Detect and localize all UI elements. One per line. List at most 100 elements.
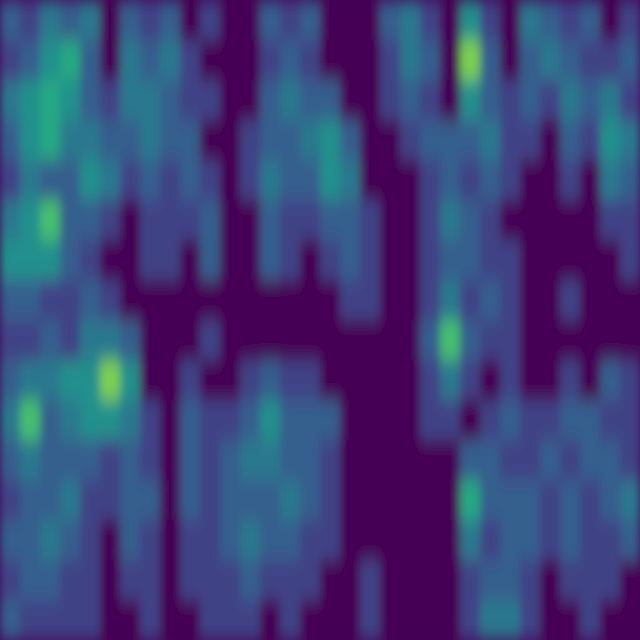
cell — [620, 360, 640, 401]
cell — [340, 200, 361, 241]
cell — [540, 560, 561, 601]
cell — [100, 200, 121, 241]
cell — [260, 40, 281, 81]
cell — [20, 40, 41, 81]
cell — [0, 600, 21, 640]
cell — [480, 160, 501, 201]
cell — [120, 440, 141, 481]
cell — [520, 200, 541, 241]
cell — [620, 240, 640, 281]
cell — [400, 80, 421, 121]
cell — [140, 360, 161, 401]
cell — [360, 0, 381, 41]
cell — [560, 400, 581, 441]
cell — [360, 400, 381, 441]
cell — [540, 520, 561, 561]
cell — [120, 560, 141, 601]
cell — [140, 480, 161, 521]
cell — [40, 560, 61, 601]
cell — [440, 440, 461, 481]
cell — [140, 80, 161, 121]
cell — [240, 320, 261, 361]
cell — [560, 80, 581, 121]
cell — [180, 520, 201, 561]
cell — [280, 440, 301, 481]
cell — [40, 120, 61, 161]
cell — [260, 600, 281, 640]
cell — [160, 280, 181, 321]
cell — [260, 480, 281, 521]
cell — [360, 80, 381, 121]
cell — [360, 280, 381, 321]
cell — [460, 200, 481, 241]
cell — [380, 120, 401, 161]
cell — [560, 560, 581, 601]
cell — [80, 320, 101, 361]
cell — [480, 280, 501, 321]
cell — [160, 600, 181, 640]
cell — [480, 320, 501, 361]
cell — [460, 320, 481, 361]
cell — [40, 480, 61, 521]
cell — [500, 440, 521, 481]
cell — [0, 0, 21, 41]
cell — [600, 600, 621, 640]
cell — [540, 80, 561, 121]
cell — [520, 240, 541, 281]
cell — [300, 480, 321, 521]
cell — [0, 560, 21, 601]
cell — [580, 520, 601, 561]
cell — [240, 280, 261, 321]
cell — [300, 0, 321, 41]
cell — [100, 0, 121, 41]
cell — [240, 560, 261, 601]
cell — [340, 360, 361, 401]
cell — [320, 480, 341, 521]
cell — [440, 280, 461, 321]
cell — [440, 360, 461, 401]
cell — [400, 160, 421, 201]
cell — [440, 0, 461, 41]
cell — [120, 600, 141, 640]
cell — [20, 560, 41, 601]
cell — [320, 200, 341, 241]
cell — [180, 200, 201, 241]
cell — [580, 400, 601, 441]
cell — [580, 320, 601, 361]
cell — [80, 440, 101, 481]
cell — [420, 440, 441, 481]
cell — [100, 560, 121, 601]
cell — [280, 560, 301, 601]
cell — [560, 240, 581, 281]
cell — [600, 480, 621, 521]
cell — [200, 280, 221, 321]
cell — [540, 120, 561, 161]
cell — [100, 480, 121, 521]
cell — [20, 320, 41, 361]
cell — [480, 440, 501, 481]
cell — [240, 480, 261, 521]
cell — [360, 600, 381, 640]
cell — [420, 40, 441, 81]
cell — [80, 40, 101, 81]
cell — [360, 440, 381, 481]
cell — [100, 80, 121, 121]
cell — [540, 280, 561, 321]
cell — [100, 320, 121, 361]
cell — [460, 40, 481, 81]
cell — [260, 200, 281, 241]
cell — [300, 200, 321, 241]
cell — [240, 240, 261, 281]
cell — [160, 160, 181, 201]
cell — [320, 400, 341, 441]
cell — [360, 360, 381, 401]
cell — [140, 0, 161, 41]
cell — [440, 480, 461, 521]
cell — [580, 600, 601, 640]
cell — [600, 80, 621, 121]
cell — [400, 400, 421, 441]
cell — [500, 0, 521, 41]
cell — [280, 200, 301, 241]
cell — [240, 520, 261, 561]
cell — [320, 440, 341, 481]
